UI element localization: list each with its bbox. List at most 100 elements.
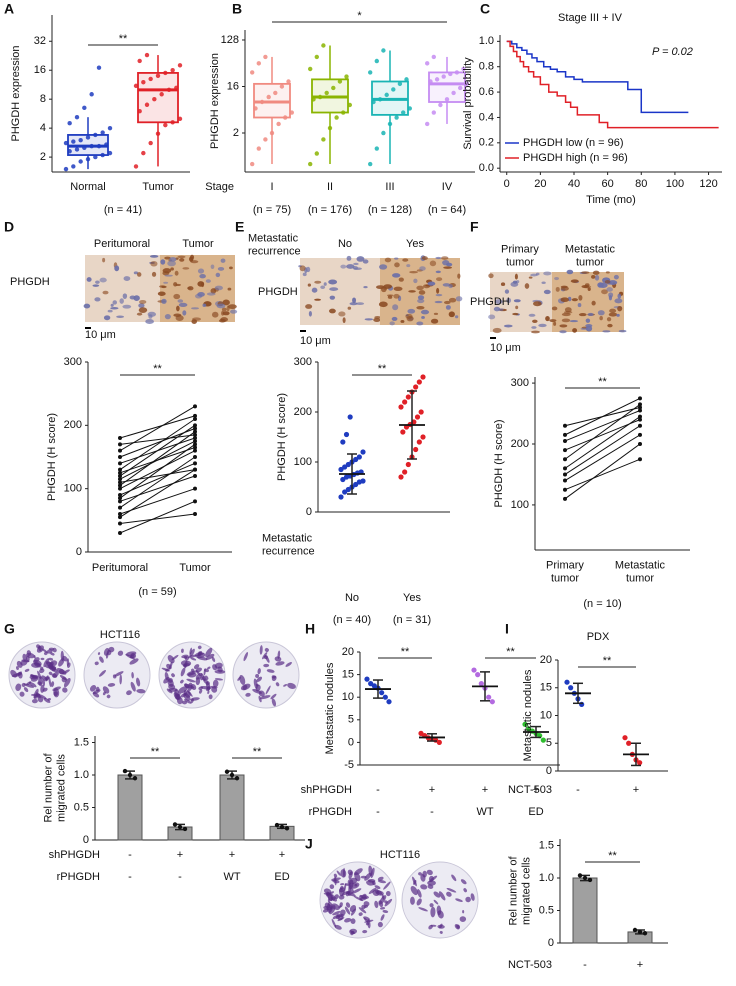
cell <box>614 298 623 304</box>
cell <box>617 293 622 299</box>
y-axis-label: migrated cells <box>55 754 67 822</box>
data-point <box>402 469 408 475</box>
data-point <box>342 464 348 470</box>
data-point <box>89 92 94 97</box>
panel-letter: B <box>232 1 242 17</box>
cell <box>207 666 211 670</box>
cell <box>308 310 312 317</box>
data-point <box>448 71 453 77</box>
cell <box>16 660 23 668</box>
cell <box>410 896 415 905</box>
cell <box>328 279 338 285</box>
panel-letter: D <box>4 219 14 235</box>
cell <box>53 691 58 697</box>
cell <box>201 673 205 681</box>
data-point <box>93 154 98 160</box>
cell <box>164 313 171 320</box>
data-point <box>269 130 275 136</box>
cell <box>151 271 157 277</box>
cell <box>33 655 36 659</box>
data-point <box>563 487 567 492</box>
data-point <box>334 115 339 120</box>
data-point <box>172 822 178 827</box>
y-tick-label: 2 <box>233 127 239 139</box>
cell <box>112 674 117 679</box>
cell <box>181 648 184 653</box>
cell <box>389 321 395 326</box>
cell <box>488 314 496 320</box>
cell <box>555 286 560 292</box>
data-point <box>193 413 197 418</box>
cell <box>591 300 596 306</box>
x-tick-label: tumor <box>551 572 579 584</box>
y-tick-label: 10 <box>540 709 552 721</box>
cell <box>99 670 106 677</box>
cell <box>47 661 53 670</box>
y-axis-label: PHGDH (H score) <box>46 413 58 501</box>
data-point <box>118 496 122 501</box>
cell <box>263 663 270 668</box>
cell <box>559 324 568 328</box>
data-point <box>360 478 366 484</box>
cell <box>217 266 225 271</box>
cell <box>561 318 571 323</box>
cell <box>344 883 351 886</box>
data-point <box>177 824 183 830</box>
cell <box>197 268 205 274</box>
cell <box>384 898 393 907</box>
x-tick-label: I <box>270 181 273 193</box>
data-point <box>489 699 495 705</box>
cell <box>572 328 578 333</box>
cell <box>421 315 425 319</box>
data-point <box>563 472 567 477</box>
data-point <box>193 445 197 450</box>
cell <box>163 677 170 684</box>
cell <box>28 681 37 688</box>
column-label: No <box>338 238 352 250</box>
data-point <box>434 77 440 82</box>
data-point <box>229 772 235 778</box>
cell <box>271 675 277 682</box>
cell <box>187 286 191 290</box>
cell <box>43 697 51 703</box>
cell <box>264 647 269 652</box>
cell <box>460 879 467 885</box>
data-point <box>170 68 175 73</box>
cell <box>512 312 519 316</box>
cell <box>307 283 311 287</box>
cell <box>339 902 343 907</box>
group-label: Metastatic <box>262 532 313 544</box>
cell <box>560 297 569 303</box>
y-tick-label: 32 <box>34 35 46 47</box>
chart-title: Stage III + IV <box>558 12 623 24</box>
cell <box>160 259 166 265</box>
data-point <box>577 873 583 878</box>
data-point <box>431 54 436 60</box>
cell <box>266 669 275 673</box>
row-label: - <box>583 959 587 971</box>
cell <box>417 298 425 304</box>
cell <box>131 671 134 679</box>
data-point <box>438 102 443 108</box>
cell <box>283 684 288 687</box>
cell <box>543 289 551 295</box>
cell <box>42 679 46 687</box>
cell <box>31 698 38 704</box>
cell <box>448 297 457 303</box>
data-point <box>118 486 122 491</box>
cell <box>348 871 353 880</box>
scale-label: 10 μm <box>85 329 116 341</box>
cell <box>531 326 537 329</box>
cell <box>256 676 263 682</box>
data-point <box>71 139 76 144</box>
data-point <box>582 875 588 881</box>
n-label: (n = 75) <box>253 204 291 216</box>
cell <box>167 260 176 267</box>
header-label: recurrence <box>248 245 301 257</box>
cell <box>616 313 620 317</box>
cell <box>62 669 70 675</box>
cell <box>178 686 188 694</box>
cell <box>402 258 409 262</box>
data-point <box>273 90 278 96</box>
data-point <box>193 461 197 466</box>
